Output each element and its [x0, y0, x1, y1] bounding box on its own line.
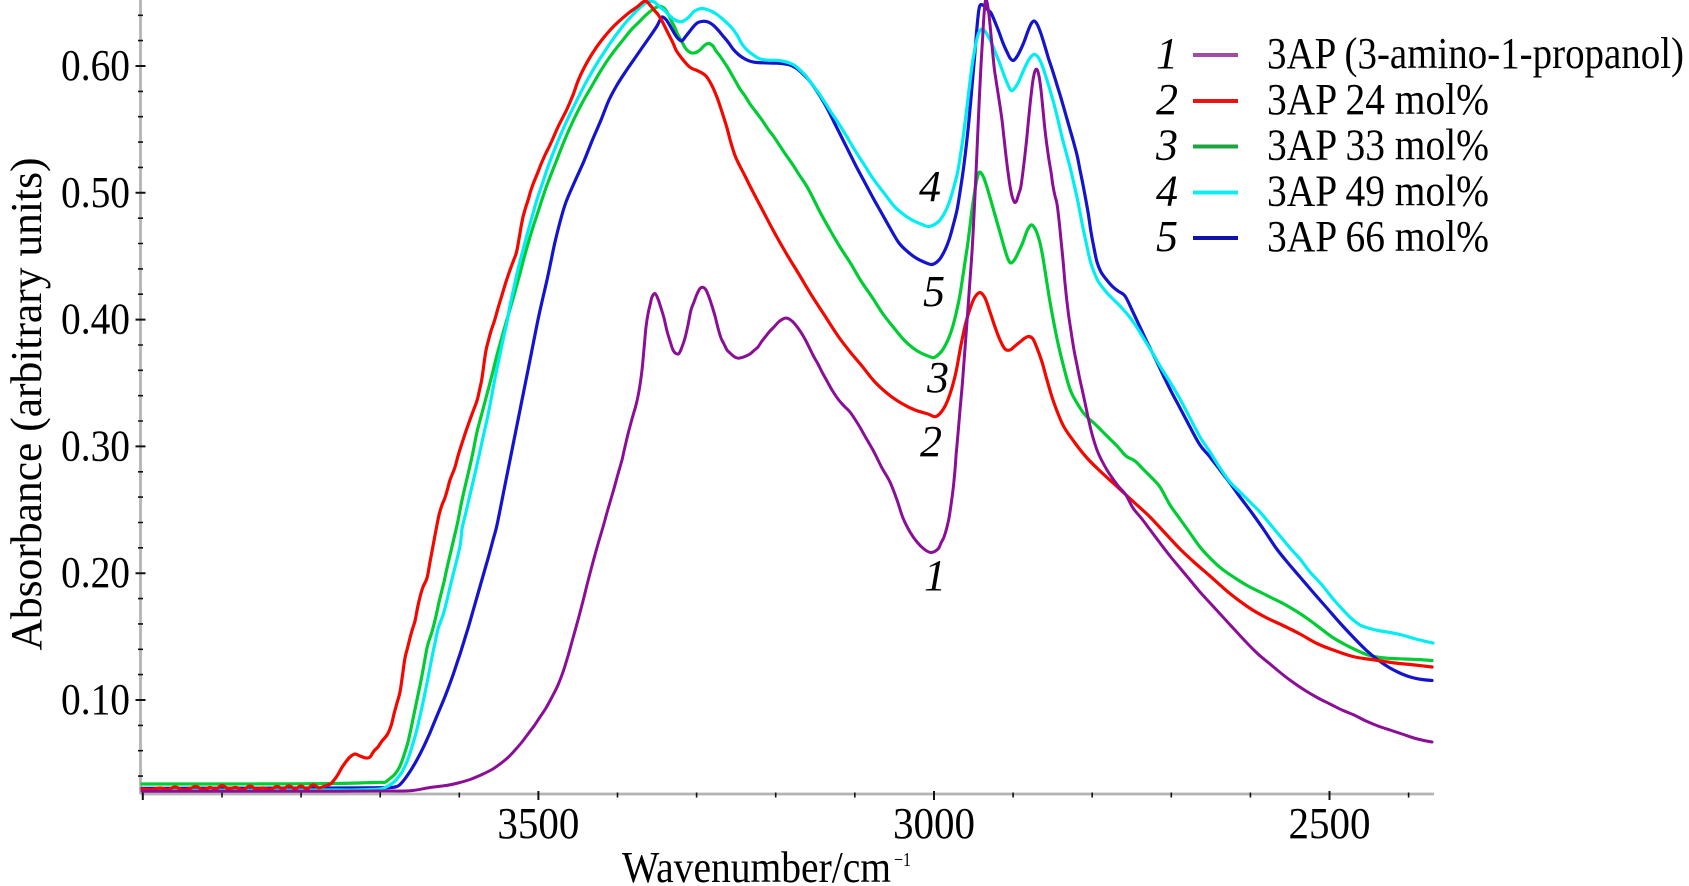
svg-text:3: 3	[926, 353, 949, 402]
svg-text:4: 4	[1156, 167, 1178, 216]
svg-text:3AP 66 mol%: 3AP 66 mol%	[1267, 212, 1489, 261]
svg-text:5: 5	[1156, 212, 1178, 261]
svg-text:5: 5	[923, 267, 945, 316]
svg-text:3AP (3-amino-1-propanol): 3AP (3-amino-1-propanol)	[1267, 29, 1684, 78]
svg-text:0.40: 0.40	[61, 295, 130, 344]
svg-text:3AP 49 mol%: 3AP 49 mol%	[1267, 167, 1489, 216]
svg-text:0.50: 0.50	[61, 168, 130, 217]
svg-text:0.10: 0.10	[61, 675, 130, 724]
svg-text:1: 1	[1156, 29, 1178, 78]
svg-text:1: 1	[924, 551, 946, 600]
svg-text:3000: 3000	[893, 799, 975, 848]
svg-text:4: 4	[919, 162, 941, 211]
svg-text:0.20: 0.20	[61, 548, 130, 597]
svg-text:3AP 33 mol%: 3AP 33 mol%	[1267, 121, 1489, 170]
svg-text:−1: −1	[894, 849, 911, 871]
svg-text:2: 2	[920, 417, 942, 466]
svg-text:2500: 2500	[1289, 799, 1371, 848]
svg-text:3AP 24 mol%: 3AP 24 mol%	[1267, 75, 1489, 124]
svg-text:Wavenumber/cm: Wavenumber/cm	[622, 843, 891, 886]
svg-text:0.30: 0.30	[61, 421, 130, 470]
svg-text:0.60: 0.60	[61, 41, 130, 90]
svg-text:2: 2	[1156, 75, 1178, 124]
svg-text:Absorbance (arbitrary units): Absorbance (arbitrary units)	[2, 158, 51, 651]
svg-text:3500: 3500	[497, 799, 579, 848]
svg-text:3: 3	[1155, 121, 1178, 170]
